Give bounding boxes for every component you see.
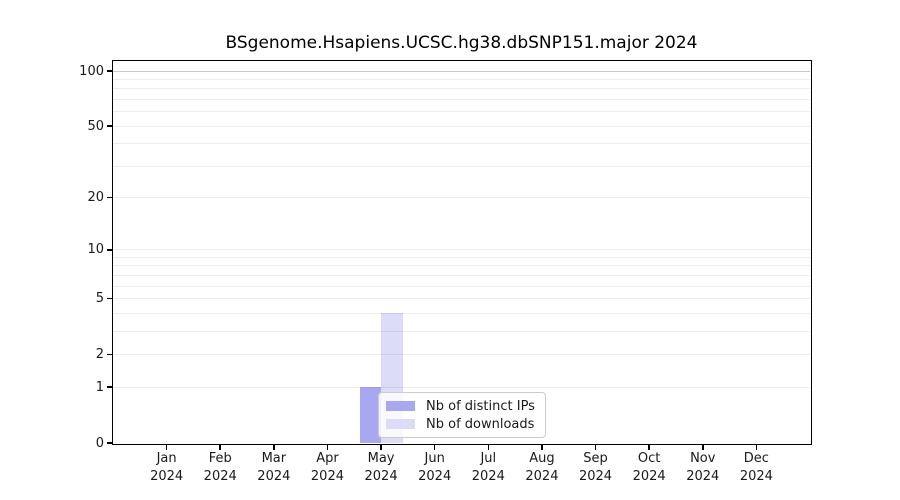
y-tick-50 (107, 125, 112, 127)
x-tick-year-may: 2024 (364, 468, 398, 484)
x-tick-jun (433, 444, 436, 450)
x-tick-year-aug: 2024 (525, 468, 559, 484)
x-tick-nov (701, 444, 704, 450)
x-tick-sep (594, 444, 597, 450)
gridline-minor-80 (113, 88, 810, 90)
legend-label-distinct-ips: Nb of distinct IPs (426, 398, 535, 414)
x-tick-jan (165, 444, 168, 450)
x-tick-label-mar: Mar 2024 (234, 450, 314, 485)
x-tick-mar (273, 444, 275, 450)
legend-item-distinct-ips: Nb of distinct IPs (386, 397, 537, 415)
x-tick-jul (487, 444, 490, 450)
x-tick-year-apr: 2024 (310, 468, 344, 484)
legend: Nb of distinct IPs Nb of downloads (378, 392, 546, 438)
x-tick-month-feb: Feb (208, 451, 232, 466)
x-tick-year-nov: 2024 (686, 468, 720, 484)
y-tick-20 (107, 196, 112, 199)
y-tick-label-5: 5 (95, 291, 104, 307)
x-tick-year-feb: 2024 (203, 468, 237, 484)
y-tick-label-20: 20 (87, 190, 104, 206)
legend-label-downloads: Nb of downloads (426, 416, 535, 432)
x-tick-label-jan: Jan 2024 (127, 450, 207, 485)
y-tick-label-50: 50 (87, 118, 104, 134)
gridline-minor-70 (113, 98, 810, 100)
y-tick-100 (107, 70, 112, 72)
y-tick-0 (107, 442, 112, 444)
gridline-minor-9 (113, 256, 810, 258)
bar-distinct-ips-may (359, 387, 382, 443)
gridline-minor-50 (113, 125, 810, 127)
gridline-minor-2 (113, 353, 810, 355)
x-tick-may (380, 444, 382, 450)
gridline-minor-10 (113, 249, 810, 251)
chart-title: BSgenome.Hsapiens.UCSC.hg38.dbSNP151.maj… (225, 33, 698, 53)
x-tick-month-jan: Jan (156, 451, 177, 466)
x-tick-label-nov: Nov 2024 (663, 450, 743, 485)
legend-item-downloads: Nb of downloads (386, 415, 537, 433)
x-tick-month-may: May (367, 451, 395, 466)
y-tick-2 (107, 353, 112, 356)
gridline-minor-60 (113, 111, 810, 113)
x-tick-label-jul: Jul 2024 (448, 450, 528, 485)
x-tick-dec (755, 444, 758, 450)
y-tick-label-100: 100 (79, 63, 104, 79)
x-tick-year-jan: 2024 (150, 468, 184, 484)
x-tick-year-dec: 2024 (739, 468, 773, 484)
gridline-minor-5 (113, 298, 810, 300)
gridline-major-100 (113, 70, 810, 72)
x-tick-month-nov: Nov (690, 451, 716, 466)
legend-swatch-downloads (386, 419, 415, 429)
y-tick-10 (107, 248, 112, 251)
x-tick-apr (326, 444, 329, 450)
gridline-minor-7 (113, 274, 810, 276)
x-tick-label-aug: Aug 2024 (502, 450, 582, 485)
y-tick-1 (107, 386, 112, 388)
x-tick-month-sep: Sep (583, 451, 608, 466)
y-tick-label-10: 10 (87, 242, 104, 258)
gridline-minor-4 (113, 312, 810, 314)
x-tick-aug (541, 444, 543, 450)
x-tick-label-may: May 2024 (341, 450, 421, 485)
x-tick-month-apr: Apr (316, 451, 339, 466)
x-tick-feb (219, 444, 222, 450)
x-tick-label-oct: Oct 2024 (609, 450, 689, 485)
legend-swatch-distinct-ips (386, 401, 415, 411)
gridline-minor-1 (113, 386, 810, 388)
x-tick-month-oct: Oct (637, 451, 661, 466)
x-tick-label-dec: Dec 2024 (716, 450, 796, 485)
x-tick-year-mar: 2024 (257, 468, 291, 484)
gridline-minor-90 (113, 78, 810, 80)
gridline-minor-3 (113, 330, 810, 332)
y-tick-label-1: 1 (95, 379, 104, 395)
x-tick-year-jun: 2024 (418, 468, 452, 484)
x-tick-year-sep: 2024 (578, 468, 613, 484)
gridline-minor-20 (113, 197, 810, 199)
x-tick-oct (648, 444, 650, 450)
x-tick-month-mar: Mar (261, 451, 287, 466)
gridline-minor-40 (113, 143, 810, 145)
x-tick-month-jul: Jul (480, 451, 497, 466)
y-tick-label-0: 0 (95, 435, 104, 451)
x-tick-label-feb: Feb 2024 (180, 450, 260, 485)
x-tick-month-dec: Dec (743, 451, 769, 466)
x-tick-label-apr: Apr 2024 (287, 450, 367, 485)
x-tick-year-jul: 2024 (471, 468, 505, 484)
x-tick-year-oct: 2024 (632, 468, 666, 484)
x-tick-label-sep: Sep 2024 (556, 450, 636, 485)
x-tick-label-jun: Jun 2024 (395, 450, 475, 485)
gridline-minor-6 (113, 285, 810, 287)
x-tick-month-aug: Aug (529, 451, 555, 466)
y-tick-5 (107, 297, 112, 300)
x-tick-month-jun: Jun (424, 451, 445, 466)
gridline-minor-30 (113, 165, 810, 167)
gridline-minor-8 (113, 265, 810, 267)
y-tick-label-2: 2 (95, 346, 104, 362)
